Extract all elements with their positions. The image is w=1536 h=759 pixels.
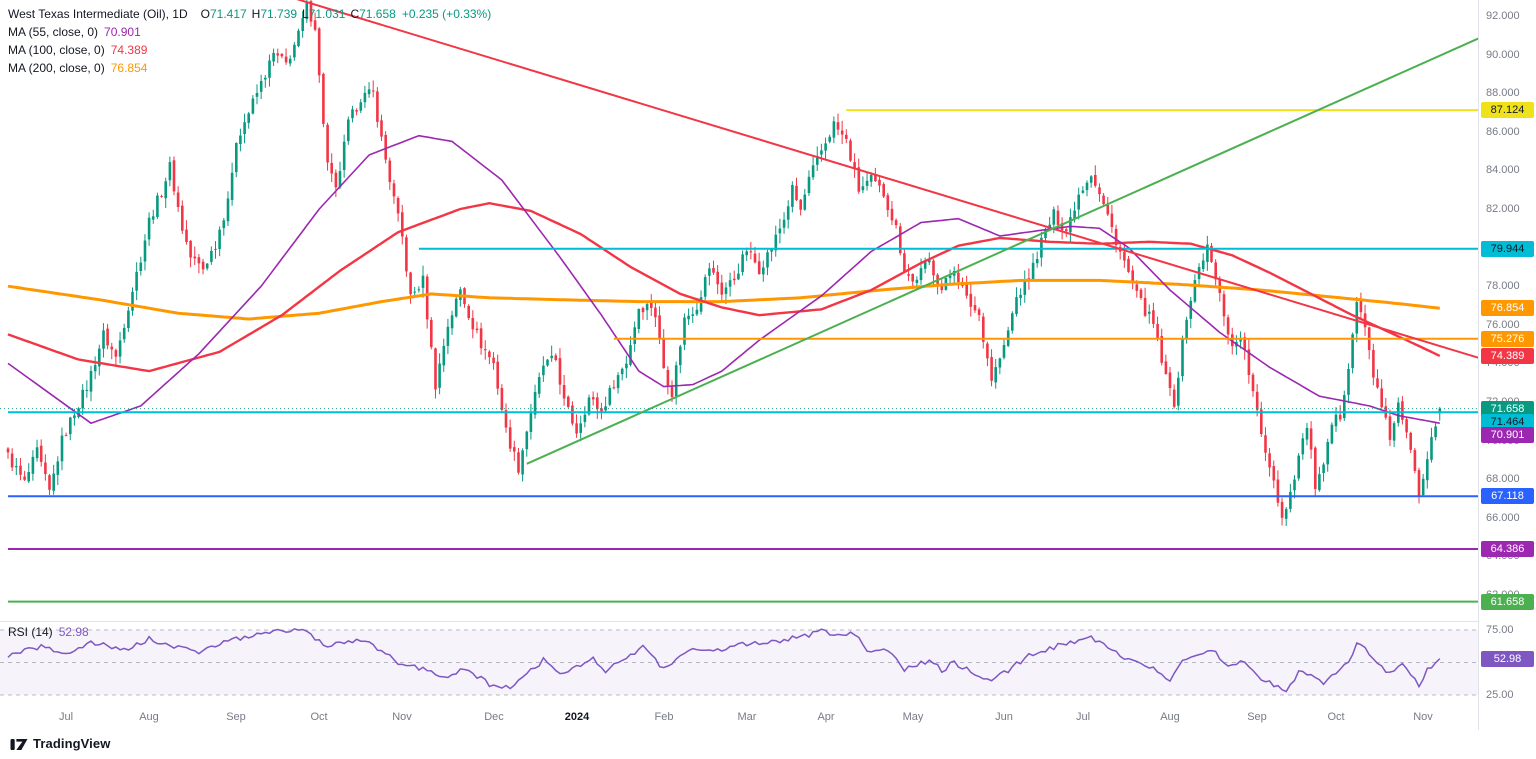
tradingview-logo-icon [10, 739, 28, 750]
ma-55-row[interactable]: MA (55, close, 0) 70.901 [8, 23, 491, 41]
price-label-badge: 76.854 [1481, 300, 1534, 316]
time-axis-label: Sep [226, 711, 246, 723]
close-label: C [350, 7, 360, 21]
time-axis-label: Jun [995, 711, 1013, 723]
time-axis-label: Oct [1327, 711, 1345, 723]
price-label-badge: 75.276 [1481, 331, 1534, 347]
price-axis-tick: 86.000 [1486, 126, 1520, 138]
ma-200-row[interactable]: MA (200, close, 0) 76.854 [8, 59, 491, 77]
time-axis-label: Mar [737, 711, 757, 723]
open-value: 71.417 [209, 7, 247, 21]
descending-resistance-trendline[interactable] [257, 0, 1478, 375]
rsi-value-badge: 52.98 [1481, 651, 1534, 667]
time-axis-label: Sep [1247, 711, 1267, 723]
price-label-badge: 67.118 [1481, 488, 1534, 504]
ma-55-label: MA (55, close, 0) [8, 25, 99, 39]
ascending-support-trendline[interactable] [526, 35, 1478, 465]
change-value: +0.235 (+0.33%) [401, 7, 492, 21]
time-axis-label: Apr [817, 711, 835, 723]
ma-55-line[interactable] [7, 134, 1440, 424]
price-axis-tick: 90.000 [1486, 49, 1520, 61]
rsi-legend[interactable]: RSI (14) 52.98 [8, 625, 89, 639]
price-axis-tick: 84.000 [1486, 164, 1520, 176]
time-axis-label: May [902, 711, 924, 723]
ma-200-label: MA (200, close, 0) [8, 61, 105, 75]
price-label-badge: 64.386 [1481, 541, 1534, 557]
ma-200-value: 76.854 [110, 61, 148, 75]
time-axis[interactable]: Jul Aug Sep Oct Nov Dec 2024 Feb Mar Apr May Jun Jul… [0, 703, 1478, 730]
ma-200-line[interactable] [7, 278, 1440, 321]
candlestick-series[interactable] [6, 0, 1442, 526]
high-value: 71.739 [260, 7, 298, 21]
price-axis-tick: 68.000 [1486, 473, 1520, 485]
time-axis-label: Oct [310, 711, 328, 723]
pane-separator[interactable] [0, 621, 1536, 622]
time-axis-label: Aug [1160, 711, 1180, 723]
brand-name: TradingView [33, 736, 111, 751]
symbol-legend: West Texas Intermediate (Oil), 1D O71.417… [8, 5, 491, 77]
ma-100-line[interactable] [7, 202, 1441, 373]
rsi-axis-tick: 75.00 [1486, 624, 1514, 636]
time-axis-label: Feb [654, 711, 674, 723]
low-label: L [302, 7, 309, 21]
ma-55-value: 70.901 [104, 25, 141, 39]
price-label-badge: 79.944 [1481, 241, 1534, 257]
price-pane[interactable] [0, 0, 1478, 622]
rsi-pane[interactable] [0, 622, 1478, 703]
price-label-badge: 74.389 [1481, 348, 1534, 364]
time-axis-label: Aug [139, 711, 159, 723]
price-axis[interactable]: 92.00090.00088.00086.00084.00082.00080.0… [1478, 0, 1536, 730]
rsi-label: RSI (14) [8, 625, 53, 639]
price-axis-tick: 92.000 [1486, 10, 1520, 22]
price-axis-tick: 88.000 [1486, 87, 1520, 99]
ma-100-label: MA (100, close, 0) [8, 43, 105, 57]
tradingview-brand[interactable]: TradingView [10, 736, 110, 751]
price-axis-tick: 76.000 [1486, 319, 1520, 331]
high-label: H [251, 7, 261, 21]
symbol-info-row: West Texas Intermediate (Oil), 1D O71.417… [8, 5, 491, 23]
price-axis-tick: 78.000 [1486, 280, 1520, 292]
low-value: 71.031 [308, 7, 346, 21]
ma-100-value: 74.389 [110, 43, 148, 57]
rsi-line[interactable] [7, 627, 1441, 693]
price-label-badge: 61.658 [1481, 594, 1534, 610]
close-value: 71.658 [359, 7, 396, 21]
price-label-badge: 70.901 [1481, 427, 1534, 443]
time-axis-label: 2024 [564, 711, 590, 723]
rsi-axis-tick: 25.00 [1486, 689, 1514, 701]
ma-100-row[interactable]: MA (100, close, 0) 74.389 [8, 41, 491, 59]
time-axis-label: Dec [484, 711, 504, 723]
time-axis-label: Nov [1413, 711, 1433, 723]
price-label-badge: 71.658 [1481, 401, 1534, 417]
price-label-badge: 87.124 [1481, 102, 1534, 118]
time-axis-label: Jul [58, 711, 74, 723]
rsi-value: 52.98 [58, 625, 89, 639]
open-label: O [200, 7, 210, 21]
price-axis-tick: 66.000 [1486, 512, 1520, 524]
symbol-title[interactable]: West Texas Intermediate (Oil), 1D [8, 7, 188, 21]
price-label-badge: 71.464 [1481, 414, 1534, 430]
time-axis-label: Nov [392, 711, 412, 723]
price-axis-tick: 82.000 [1486, 203, 1520, 215]
time-axis-label: Jul [1075, 711, 1091, 723]
